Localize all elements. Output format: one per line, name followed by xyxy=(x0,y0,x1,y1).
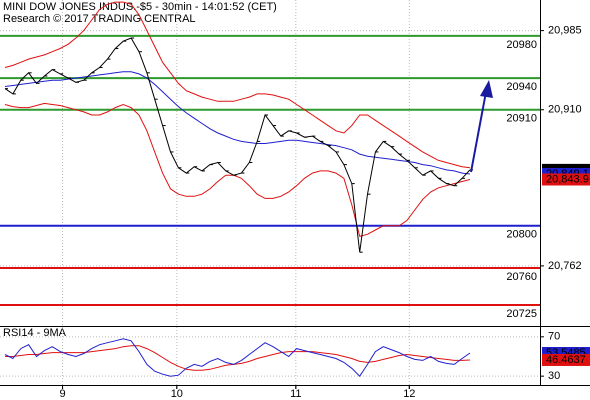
y-tick-label: 30 xyxy=(548,370,560,382)
chart-subtitle: Research © 2017 TRADING CENTRAL xyxy=(3,13,196,25)
y-tick-label: 70 xyxy=(548,331,560,343)
arrow-head xyxy=(480,80,493,98)
price-tag xyxy=(542,353,590,366)
price-tag-label: 20,843.9 xyxy=(546,173,589,185)
level-label: 20910 xyxy=(506,113,537,125)
price-tag-label: 46.4637 xyxy=(546,354,586,366)
y-tick-label: 20,762 xyxy=(548,260,582,272)
x-tick-label: 11 xyxy=(290,388,301,400)
series-line xyxy=(4,102,471,238)
level-label: 20760 xyxy=(506,271,537,283)
series-line xyxy=(5,345,471,371)
x-tick-label: 9 xyxy=(59,388,65,400)
y-tick-label: 20,910 xyxy=(548,104,582,116)
forecast-arrow xyxy=(470,80,493,173)
series-line xyxy=(4,71,471,175)
y-tick-label: 20,985 xyxy=(548,25,582,37)
chart-title: MINI DOW JONES INDUS.-$5 - 30min - 14:01… xyxy=(3,1,277,13)
series-line xyxy=(4,338,471,377)
series-line xyxy=(4,1,471,169)
panel-title: RSI14 - 9MA xyxy=(3,327,67,339)
level-label: 20980 xyxy=(506,39,537,51)
x-tick-label: 10 xyxy=(171,388,183,400)
series-line xyxy=(4,37,471,253)
arrow-shaft xyxy=(470,91,487,173)
level-label: 20725 xyxy=(506,308,537,320)
level-label: 20940 xyxy=(506,81,537,93)
level-label: 20800 xyxy=(506,229,537,241)
price-tag xyxy=(542,173,590,186)
x-tick-label: 12 xyxy=(403,388,415,400)
